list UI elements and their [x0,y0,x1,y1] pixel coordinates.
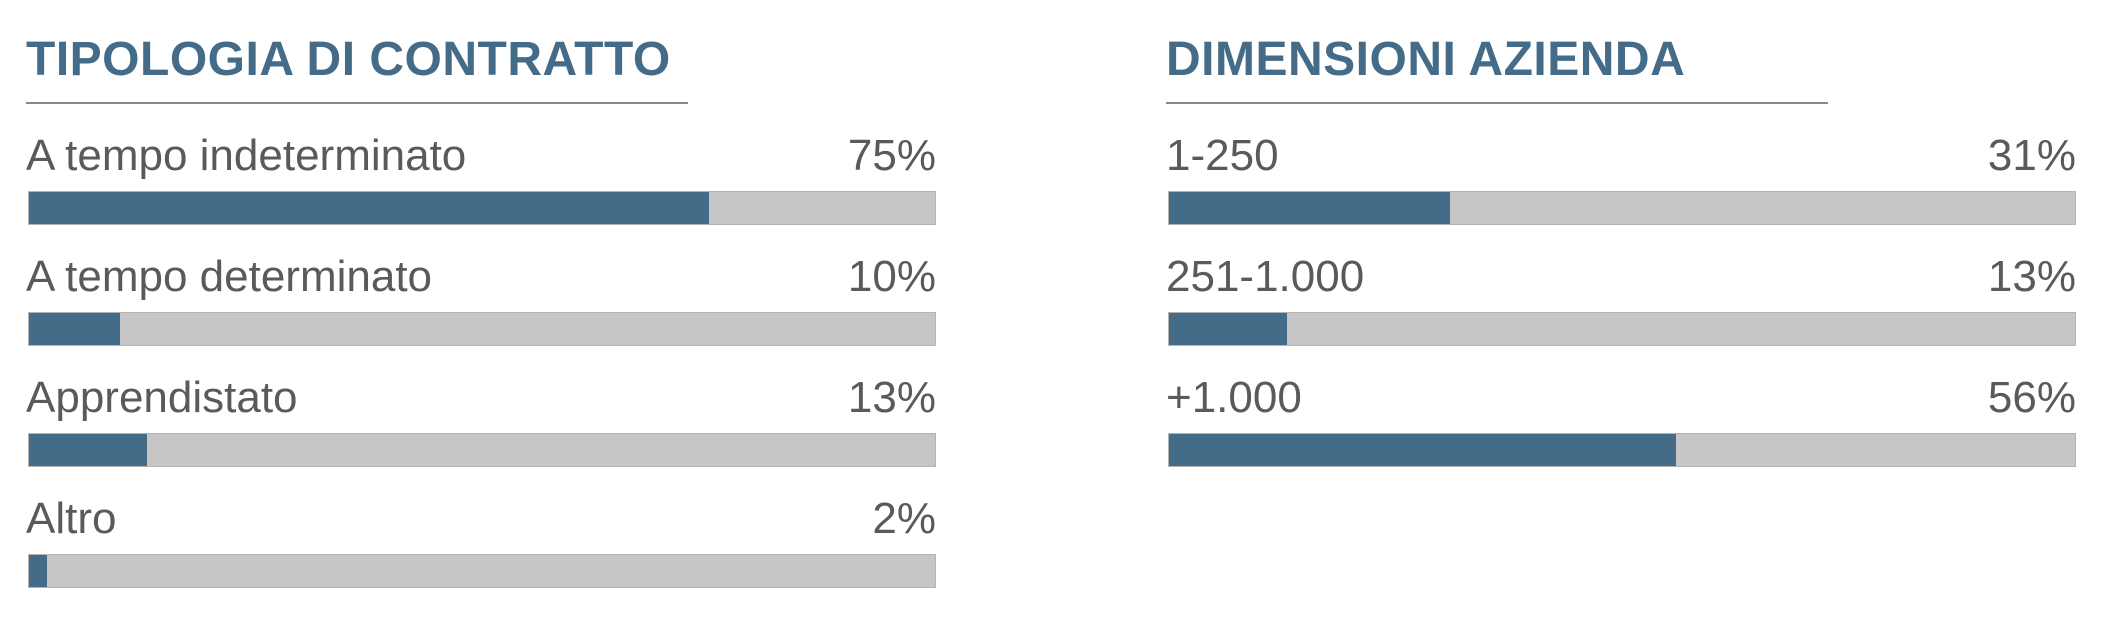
category-label: Apprendistato [26,373,298,422]
chart-title: DIMENSIONI AZIENDA [1166,33,1686,86]
bar-track [1168,191,2076,225]
category-label: A tempo indeterminato [26,131,467,180]
category-label: +1.000 [1166,373,1302,422]
contract-type-chart: TIPOLOGIA DI CONTRATTO A tempo indetermi… [26,0,936,603]
value-label: 56% [1987,373,2076,422]
bar-track [28,433,936,467]
bar [1169,192,1450,224]
bar-track [28,312,936,346]
value-label: 75% [847,131,936,180]
category-label: Altro [26,494,117,543]
bar [1169,434,1677,466]
category-label: 1-250 [1166,131,1279,180]
bar-track [28,554,936,588]
bar-row: 251-1.000 13% [1166,240,2076,361]
value-label: 10% [847,252,936,301]
bar-row: Apprendistato 13% [26,361,936,482]
bar-rows: 1-250 31% 251-1.000 13% +1.000 56% [1166,119,2076,482]
bar-row: A tempo determinato 10% [26,240,936,361]
bar-row: +1.000 56% [1166,361,2076,482]
value-label: 13% [1987,252,2076,301]
bar-track [1168,433,2076,467]
chart-title: TIPOLOGIA DI CONTRATTO [26,33,671,86]
value-label: 2% [872,494,936,543]
bar-row: Altro 2% [26,482,936,603]
bar-track [28,191,936,225]
category-label: A tempo determinato [26,252,433,301]
bar-rows: A tempo indeterminato 75% A tempo determin… [26,119,936,603]
value-label: 13% [847,373,936,422]
company-size-chart: DIMENSIONI AZIENDA 1-250 31% 251-1.000 13% +… [1166,0,2076,482]
title-divider [1166,102,1828,104]
value-label: 31% [1987,131,2076,180]
bar [29,555,48,587]
title-divider [26,102,688,104]
bar [29,434,147,466]
category-label: 251-1.000 [1166,252,1365,301]
bar [29,192,709,224]
bar-track [1168,312,2076,346]
bar [29,313,120,345]
bar-row: 1-250 31% [1166,119,2076,240]
bar [1169,313,1287,345]
bar-row: A tempo indeterminato 75% [26,119,936,240]
